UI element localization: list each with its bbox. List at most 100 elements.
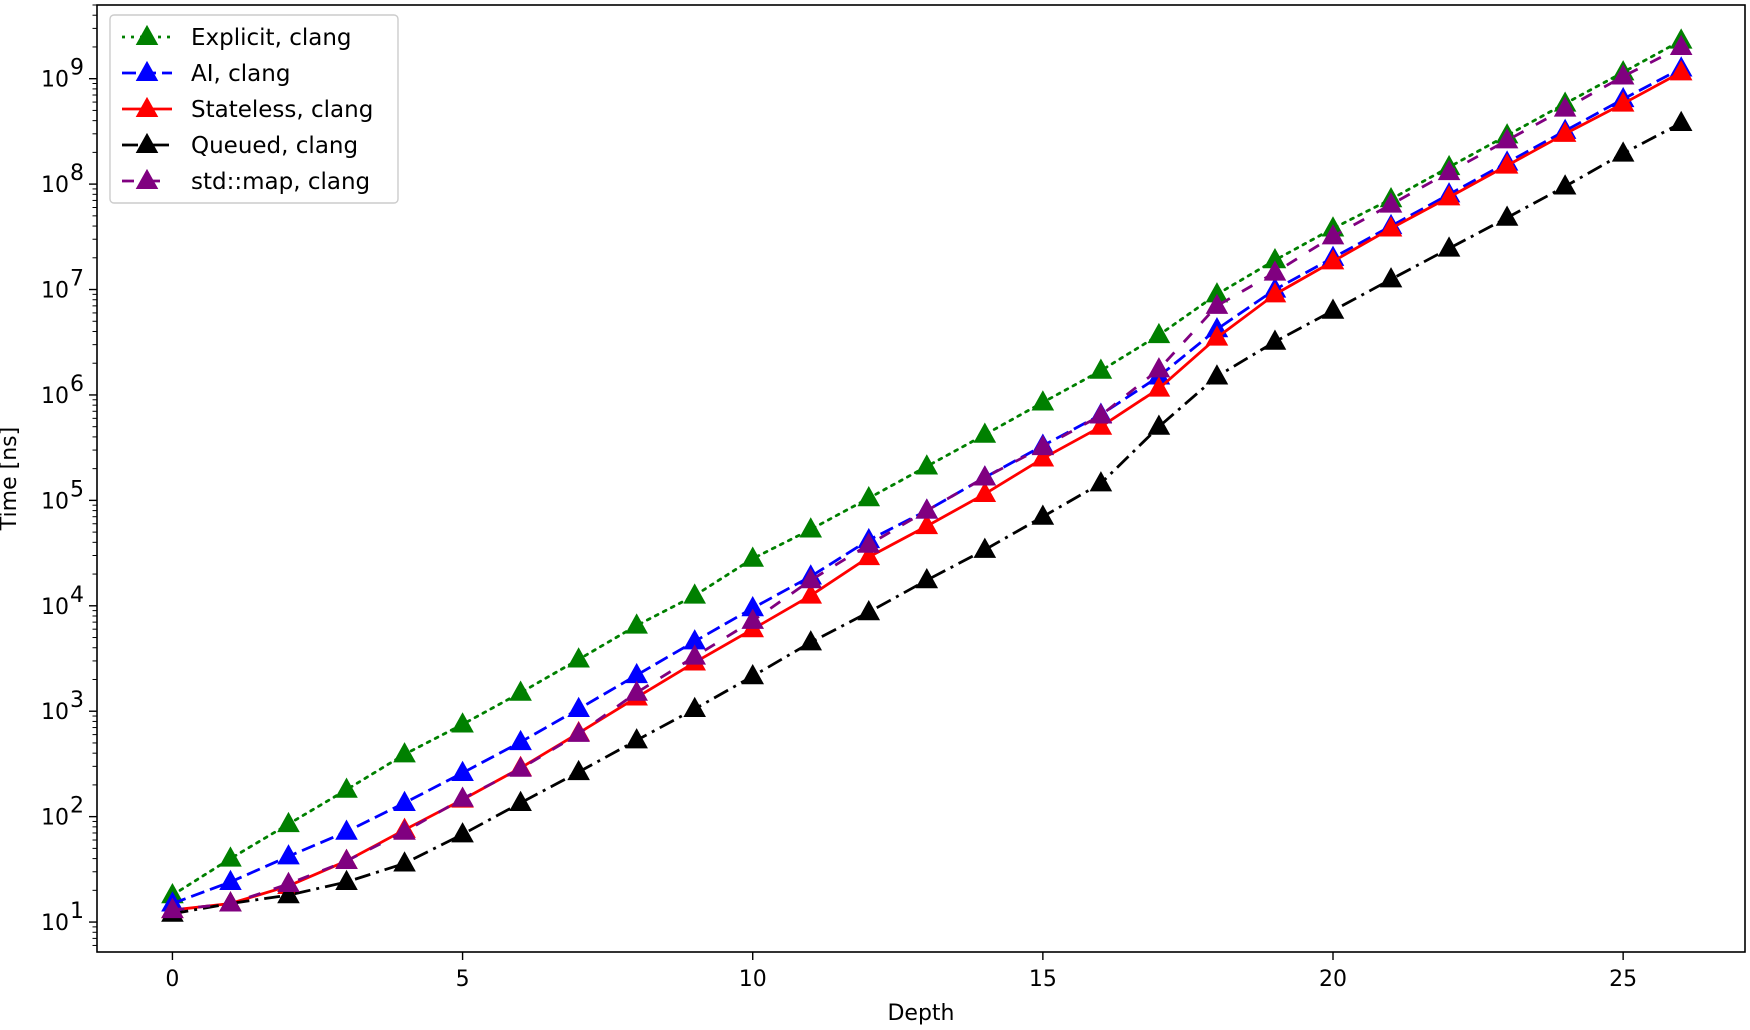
data-point <box>973 537 997 558</box>
legend-swatch-marker <box>135 60 159 82</box>
x-tick-label: 20 <box>1319 967 1347 992</box>
y-tick-base: 10 <box>41 68 69 93</box>
data-point <box>683 696 706 718</box>
data-point <box>973 465 997 486</box>
data-point <box>335 869 358 891</box>
data-point <box>1031 446 1055 467</box>
data-point <box>1379 192 1403 213</box>
data-point <box>451 712 474 733</box>
y-tick-exponent: 6 <box>70 372 84 397</box>
data-point <box>277 871 300 892</box>
data-point <box>857 532 881 553</box>
series-group <box>161 28 1693 922</box>
data-point <box>857 485 881 507</box>
legend: Explicit, clang AI, clang Stateless, clang… <box>109 14 399 204</box>
data-point <box>509 729 532 751</box>
data-point <box>1321 298 1345 319</box>
data-point <box>915 498 939 519</box>
data-point <box>915 513 939 535</box>
y-tick-label: 10 <box>41 700 69 725</box>
data-point <box>567 647 590 668</box>
data-point <box>1437 159 1461 181</box>
x-tick-label: 0 <box>165 967 179 992</box>
y-axis-label: Time [ns] <box>0 427 22 531</box>
y-tick-exponent: 7 <box>70 267 84 292</box>
y-tick-base: 10 <box>41 384 69 409</box>
x-tick-label: 5 <box>456 967 470 992</box>
data-point <box>277 811 300 833</box>
data-point <box>625 613 648 634</box>
x-tick-label: 15 <box>1029 967 1057 992</box>
y-tick-exponent: 3 <box>70 688 84 713</box>
data-point <box>1611 91 1635 112</box>
data-point <box>1321 249 1345 270</box>
data-point <box>1611 141 1635 162</box>
legend-label: std::map, clang <box>191 169 370 195</box>
x-axis-label: Depth <box>887 1001 954 1026</box>
data-point <box>1495 128 1519 149</box>
y-tick-exponent: 1 <box>70 899 84 924</box>
data-point <box>1031 504 1055 525</box>
y-tick-label: 10 <box>41 595 69 620</box>
data-point <box>1205 325 1229 346</box>
data-point <box>509 790 532 811</box>
y-tick-exponent: 4 <box>70 583 84 608</box>
data-point <box>219 891 242 912</box>
data-point <box>799 583 823 604</box>
data-point <box>683 583 706 604</box>
y-tick-exponent: 9 <box>70 56 84 81</box>
data-point <box>973 422 997 443</box>
data-point <box>1669 60 1693 81</box>
data-point <box>915 567 939 589</box>
y-tick-label: 10 <box>41 911 69 936</box>
legend-label: Queued, clang <box>191 133 358 159</box>
y-tick-base: 10 <box>41 595 69 620</box>
data-point <box>1147 357 1171 378</box>
data-point <box>1669 34 1693 56</box>
data-point <box>567 696 590 718</box>
data-point <box>625 662 648 684</box>
data-point <box>683 644 706 665</box>
data-point <box>1263 260 1287 281</box>
data-point <box>1031 434 1055 456</box>
y-tick-label: 10 <box>41 279 69 304</box>
series-line <box>172 121 1682 916</box>
data-point <box>1089 358 1113 379</box>
y-tick-base: 10 <box>41 911 69 936</box>
data-point <box>1089 403 1113 424</box>
data-point <box>1147 414 1171 435</box>
data-point <box>1089 414 1113 435</box>
data-point <box>1205 293 1229 314</box>
data-point <box>915 454 939 475</box>
data-point <box>1147 322 1171 344</box>
data-point <box>1263 282 1287 303</box>
data-point <box>1437 185 1461 206</box>
data-point <box>451 822 474 843</box>
data-point <box>1263 329 1287 350</box>
legend-label: Stateless, clang <box>191 97 373 123</box>
y-tick-label: 10 <box>41 68 69 93</box>
legend-label: Explicit, clang <box>191 25 352 51</box>
data-point <box>219 846 242 867</box>
legend-swatch-marker <box>135 96 159 118</box>
data-point <box>1321 224 1345 245</box>
data-point <box>335 848 358 869</box>
data-point <box>393 790 416 811</box>
data-point <box>857 544 881 566</box>
data-point <box>1379 216 1403 237</box>
data-point <box>799 517 823 538</box>
data-point <box>625 680 648 701</box>
legend-label: AI, clang <box>191 61 290 87</box>
legend-box <box>109 14 399 204</box>
data-point <box>277 882 300 904</box>
data-point <box>335 777 358 798</box>
data-point <box>1205 364 1229 385</box>
data-point <box>393 819 416 840</box>
data-point <box>625 728 648 749</box>
legend-swatch-marker <box>135 24 159 46</box>
y-tick-base: 10 <box>41 173 69 198</box>
data-point <box>219 869 242 891</box>
data-point <box>973 481 997 503</box>
